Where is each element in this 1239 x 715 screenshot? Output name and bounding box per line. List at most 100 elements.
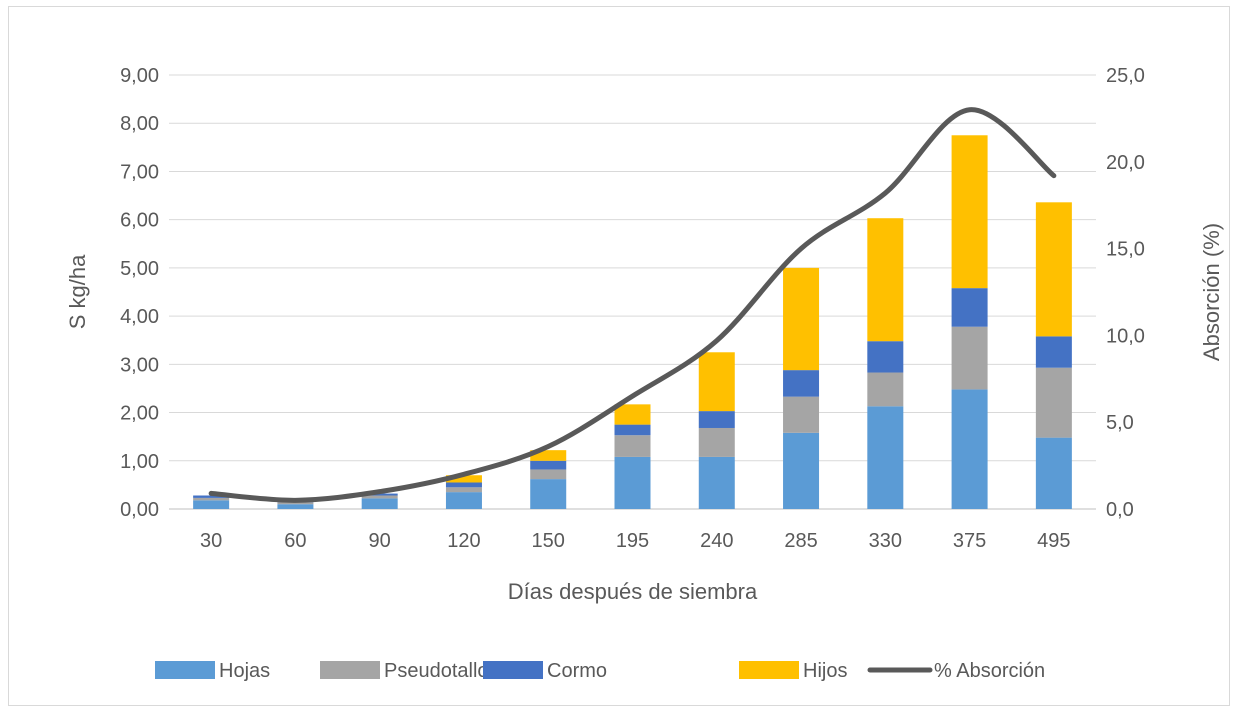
bar-hijos [530, 450, 567, 461]
bar-hijos [614, 404, 651, 425]
legend-swatch-hijos [739, 661, 799, 679]
absorption-point [969, 109, 971, 111]
absorption-point [800, 248, 802, 250]
y-tick-label: 7,00 [120, 161, 159, 183]
legend-label: Pseudotallo [384, 660, 489, 682]
legend-swatch-cormo [483, 661, 543, 679]
legend-swatch-pseudotallo [320, 661, 380, 679]
absorption-point [632, 395, 633, 397]
x-tick-label: 30 [200, 530, 222, 552]
gridlines [169, 74, 1096, 510]
legend-label: % Absorción [934, 660, 1045, 682]
bar-pseudotallo [530, 469, 567, 480]
bar-cormo [1035, 336, 1072, 368]
absorption-point [294, 499, 296, 501]
absorption-point [884, 192, 886, 194]
absorption-line-path [208, 107, 1057, 503]
bar-pseudotallo [951, 326, 988, 390]
y2-tick-label: 15,0 [1106, 239, 1145, 261]
bar-pseudotallo [698, 427, 735, 457]
bar-cormo [783, 370, 820, 397]
chart-svg: 0,00 1,00 2,00 3,00 4,00 5,00 6,00 7,00 8,00 9,00… [65, 65, 1224, 682]
bar-cormo [614, 424, 651, 436]
bar-hijos [867, 218, 904, 342]
bar-hojas [867, 406, 904, 509]
secondary-y-axis-title: Absorción (%) [1199, 223, 1224, 361]
y2-tick-label: 5,0 [1106, 412, 1134, 434]
bar-cormo [951, 288, 988, 327]
x-tick-label: 285 [784, 530, 817, 552]
x-tick-label: 240 [700, 530, 733, 552]
absorption-point [210, 492, 212, 494]
absorption-line [208, 107, 1057, 503]
x-tick-label: 60 [284, 530, 306, 552]
y-tick-label: 8,00 [120, 113, 159, 135]
x-tick-label: 375 [953, 530, 986, 552]
chart-frame: 0,00 1,00 2,00 3,00 4,00 5,00 6,00 7,00 8,00 9,00… [8, 6, 1230, 706]
bar-hojas [193, 500, 230, 509]
x-tick-label: 195 [616, 530, 649, 552]
x-tick-label: 120 [447, 530, 480, 552]
x-tick-label: 150 [532, 530, 565, 552]
bar-hojas [783, 432, 820, 509]
secondary-y-axis: 0,0 5,0 10,0 15,0 20,0 25,0 [1106, 65, 1145, 521]
bar-cormo [698, 411, 735, 428]
bar-hijos [783, 267, 820, 371]
bar-pseudotallo [1035, 367, 1072, 438]
y-tick-label: 0,00 [120, 499, 159, 521]
y-axis-title: S kg/ha [65, 254, 90, 329]
bar-hijos [1035, 202, 1072, 337]
bar-cormo [193, 495, 230, 498]
y2-tick-label: 10,0 [1106, 325, 1145, 347]
y-tick-label: 9,00 [120, 65, 159, 87]
y2-tick-label: 25,0 [1106, 65, 1145, 87]
x-tick-label: 90 [369, 530, 391, 552]
bar-pseudotallo [193, 497, 230, 501]
bar-hijos [951, 135, 988, 289]
y-tick-label: 6,00 [120, 210, 159, 232]
legend-swatch-hojas [155, 661, 215, 679]
y-tick-label: 5,00 [120, 258, 159, 280]
bar-hojas [951, 389, 988, 509]
x-tick-label: 330 [869, 530, 902, 552]
bar-cormo [530, 460, 567, 470]
bar-hijos [445, 475, 482, 483]
legend-label: Hijos [803, 660, 847, 682]
absorption-point [547, 446, 549, 448]
bar-hojas [277, 504, 314, 509]
absorption-point [463, 473, 465, 475]
bars [193, 135, 1072, 509]
legend-label: Hojas [219, 660, 270, 682]
bar-pseudotallo [361, 495, 398, 499]
bar-pseudotallo [277, 502, 314, 505]
x-tick-label: 495 [1037, 530, 1070, 552]
y2-tick-label: 0,0 [1106, 499, 1134, 521]
y-tick-label: 3,00 [120, 354, 159, 376]
bar-cormo [867, 341, 904, 373]
bar-cormo [361, 493, 398, 496]
legend-label: Cormo [547, 660, 607, 682]
absorption-point [1053, 175, 1055, 177]
bar-hijos [698, 352, 735, 412]
y-tick-label: 2,00 [120, 403, 159, 425]
bar-pseudotallo [614, 435, 651, 457]
y-tick-label: 1,00 [120, 451, 159, 473]
bar-pseudotallo [783, 396, 820, 433]
bar-hojas [530, 479, 567, 509]
bar-pseudotallo [867, 372, 904, 407]
y2-tick-label: 20,0 [1106, 152, 1145, 174]
absorption-point [716, 340, 718, 342]
bar-hojas [361, 498, 398, 509]
x-axis: 30 60 90 120 150 195 240 285 330 375 495 [200, 530, 1071, 552]
legend: Hojas Pseudotallo Cormo Hijos % Absorción [155, 660, 1045, 682]
absorption-point [379, 491, 381, 493]
primary-y-axis: 0,00 1,00 2,00 3,00 4,00 5,00 6,00 7,00 8,00 9,00 [120, 65, 159, 521]
bar-hojas [614, 456, 651, 509]
bar-hojas [1035, 437, 1072, 509]
bar-hojas [698, 456, 735, 509]
x-axis-title: Días después de siembra [508, 579, 758, 604]
y-tick-label: 4,00 [120, 306, 159, 328]
bar-pseudotallo [445, 487, 482, 493]
bar-cormo [445, 482, 482, 488]
bar-hojas [445, 492, 482, 509]
